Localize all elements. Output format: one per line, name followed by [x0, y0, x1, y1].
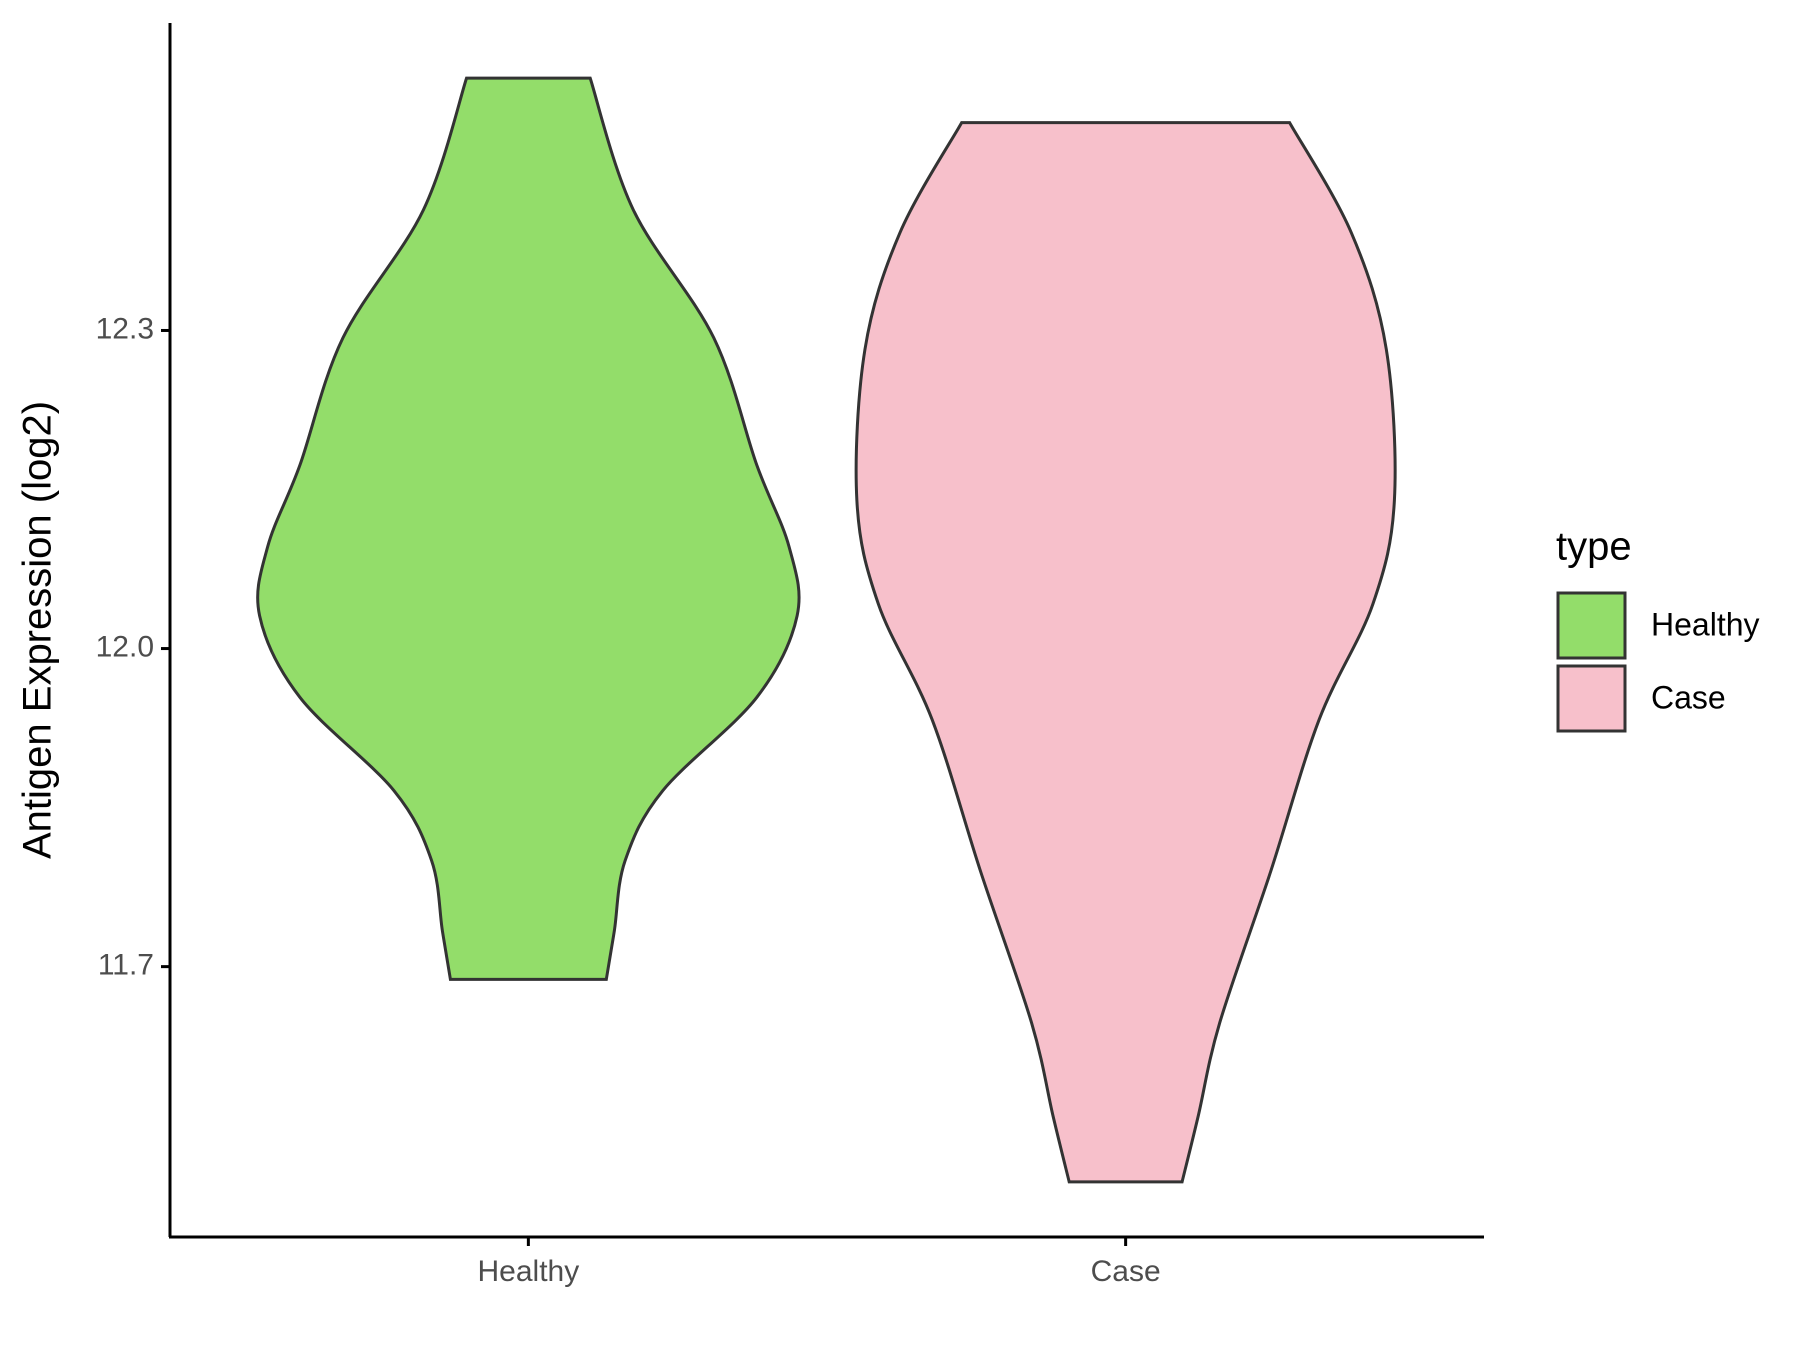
y-tick-label: 11.7 — [98, 949, 154, 982]
violin — [854, 121, 1397, 1184]
y-tick-label: 12.3 — [96, 312, 154, 345]
legend-title: type — [1556, 525, 1632, 569]
y-axis-title: Antigen Expression (log2) — [16, 401, 60, 859]
legend-label: Case — [1651, 679, 1726, 715]
y-tick-label: 12.0 — [96, 630, 154, 663]
legend-key — [1556, 591, 1627, 660]
x-tick-label: Healthy — [478, 1255, 580, 1288]
legend-key — [1556, 664, 1627, 733]
x-tick-label: Case — [1091, 1255, 1161, 1288]
violin — [256, 76, 801, 981]
legend-label: Healthy — [1651, 606, 1760, 642]
